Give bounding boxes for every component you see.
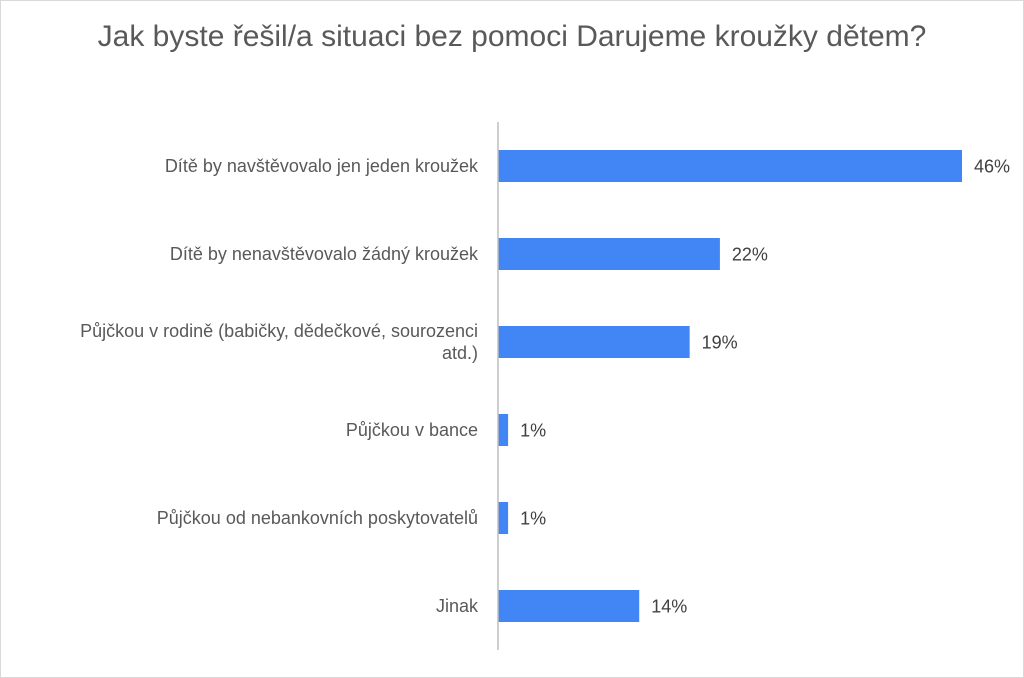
data-label: 46%: [974, 157, 1010, 177]
data-label: 14%: [651, 597, 687, 617]
category-label: Půjčkou v rodině (babičky, dědečkové, so…: [80, 321, 478, 341]
data-label: 19%: [702, 333, 738, 353]
bar: [498, 502, 509, 534]
bar: [498, 414, 509, 446]
data-label: 22%: [732, 245, 768, 265]
category-label: Půjčkou od nebankovních poskytovatelů: [157, 508, 478, 528]
chart-title: Jak byste řešil/a situaci bez pomoci Dar…: [97, 20, 927, 53]
category-label: Jinak: [436, 596, 479, 616]
bar: [498, 326, 690, 358]
category-label: atd.): [442, 343, 478, 363]
bar: [498, 150, 962, 182]
category-label: Půjčkou v bance: [346, 420, 478, 440]
category-label: Dítě by navštěvovalo jen jeden kroužek: [165, 156, 479, 176]
data-label: 1%: [520, 509, 546, 529]
data-label: 1%: [520, 421, 546, 441]
bar: [498, 238, 720, 270]
bar: [498, 590, 640, 622]
category-label: Dítě by nenavštěvovalo žádný kroužek: [170, 244, 479, 264]
